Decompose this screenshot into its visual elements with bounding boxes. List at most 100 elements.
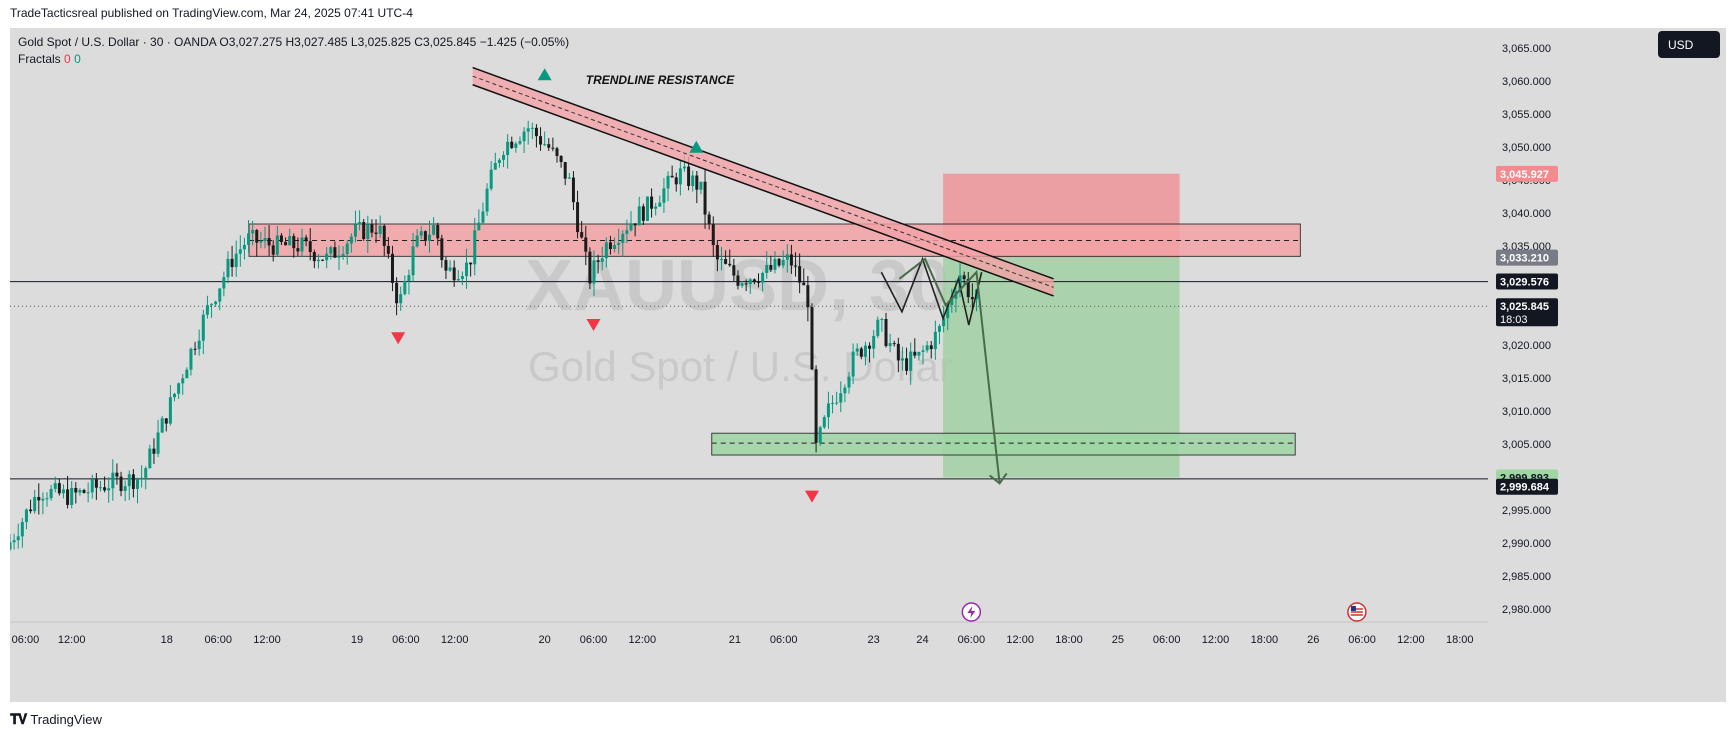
candle-body (390, 253, 394, 283)
candle-body (160, 418, 164, 433)
candle-body (20, 522, 24, 537)
candle-body (851, 351, 855, 377)
candle-body (234, 253, 238, 268)
candle-body (806, 285, 810, 308)
candle-body (448, 267, 452, 271)
indicator-name[interactable]: Fractals (18, 52, 61, 66)
candle-body (366, 224, 370, 239)
candle-body (900, 358, 904, 361)
symbol-name[interactable]: Gold Spot / U.S. Dollar · 30 · OANDA (18, 35, 217, 49)
candle-body (218, 288, 222, 302)
candle-body (831, 402, 835, 404)
chart-area[interactable]: XAUUSD, 30 Gold Spot / U.S. Dollar 2,980.0… (10, 28, 1726, 702)
candle-body (107, 488, 111, 491)
candle-body (74, 487, 78, 493)
candle-body (485, 188, 489, 212)
indicator-value-down: 0 (64, 52, 71, 66)
candle-body (933, 331, 937, 350)
candle-body (608, 242, 612, 249)
y-tick-label: 2,985.000 (1502, 571, 1551, 583)
candle-body (539, 136, 543, 145)
candles (10, 120, 978, 552)
price-chart[interactable]: XAUUSD, 30 Gold Spot / U.S. Dollar 2,980.0… (10, 28, 1726, 702)
candle-body (115, 472, 119, 477)
candle-body (473, 230, 477, 265)
candle-body (423, 231, 427, 241)
support-zone (711, 432, 1296, 456)
price-label-countdown: 18:03 (1500, 314, 1528, 326)
candle-body (189, 348, 193, 370)
candle-body (629, 223, 633, 231)
candle-body (308, 241, 312, 253)
candle-body (596, 260, 600, 262)
candle-body (440, 238, 444, 261)
candle-body (86, 492, 90, 494)
candle-body (267, 237, 271, 246)
trendline-label: TRENDLINE RESISTANCE (586, 73, 735, 87)
price-axis-bg (1488, 28, 1726, 702)
candle-body (547, 144, 551, 148)
y-tick-label: 3,040.000 (1502, 208, 1551, 220)
candle-body (255, 230, 259, 243)
y-tick-label: 2,990.000 (1502, 538, 1551, 550)
candle-body (518, 141, 522, 144)
y-tick-label: 3,050.000 (1502, 142, 1551, 154)
candle-body (481, 211, 485, 223)
candle-body (859, 348, 863, 357)
trendline-lower (472, 84, 1054, 297)
candle-body (33, 496, 37, 512)
candle-body (49, 488, 53, 499)
candle-body (567, 177, 571, 179)
candle-body (288, 236, 292, 246)
candle-body (637, 206, 641, 226)
candle-body (53, 483, 57, 489)
candle-body (127, 474, 131, 487)
candle-body (942, 318, 946, 327)
candle-body (588, 251, 592, 284)
candle-body (374, 232, 378, 234)
fractal-down-icon (391, 332, 406, 345)
price-label-bg (1496, 165, 1558, 182)
candle-body (822, 417, 826, 428)
price-label-bg (1496, 478, 1558, 495)
candle-body (399, 294, 403, 304)
candle-body (584, 237, 588, 252)
candle-body (555, 148, 559, 157)
candle-body (427, 234, 431, 241)
candle-body (489, 169, 493, 189)
candle-body (345, 243, 349, 255)
tradingview-logo[interactable]: 𝐓𝐕 TradingView (10, 711, 102, 728)
projection-arrow (898, 257, 1001, 484)
candle-body (502, 154, 506, 160)
candle-body (78, 490, 82, 493)
candle-body (378, 225, 382, 234)
candle-body (917, 351, 921, 356)
candle-body (576, 202, 580, 233)
candle-body (214, 301, 218, 305)
x-tick-label: 06:00 (770, 634, 798, 646)
candle-body (148, 448, 152, 469)
candle-body (292, 236, 296, 249)
candle-body (510, 141, 514, 148)
candle-body (103, 487, 107, 491)
x-tick-label: 25 (1112, 634, 1124, 646)
candle-body (773, 258, 777, 270)
x-tick-label: 06:00 (392, 634, 420, 646)
candle-body (465, 262, 469, 277)
candle-body (761, 272, 765, 283)
currency-button[interactable]: USD (1658, 31, 1720, 58)
candle-body (617, 242, 621, 246)
candle-body (888, 343, 892, 346)
candle-body (164, 418, 168, 424)
pattern-path (880, 256, 983, 326)
candle-body (205, 305, 209, 315)
candle-body (884, 318, 888, 346)
candle-body (769, 265, 773, 270)
candle-body (666, 175, 670, 189)
candle-body (316, 259, 320, 262)
candle-body (724, 258, 728, 264)
price-label: 3,029.576 (1500, 276, 1549, 288)
candle-body (415, 235, 419, 247)
candle-body (674, 177, 678, 185)
candle-body (82, 490, 86, 493)
